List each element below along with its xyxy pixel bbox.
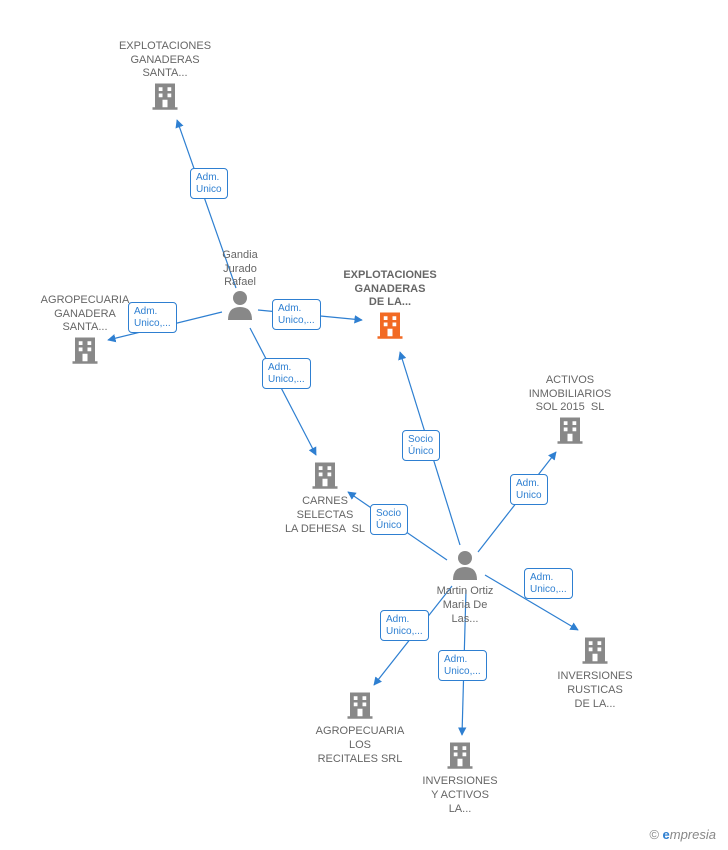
building-icon-wrap	[422, 740, 497, 775]
building-icon	[310, 460, 340, 490]
building-icon-wrap	[529, 415, 612, 450]
building-icon-wrap	[557, 635, 632, 670]
company-node[interactable]: INVERSIONES RUSTICAS DE LA...	[557, 635, 632, 711]
node-label: INVERSIONES RUSTICAS DE LA...	[557, 670, 632, 711]
building-icon	[555, 415, 585, 445]
building-icon	[580, 635, 610, 665]
company-node[interactable]: CARNES SELECTAS LA DEHESA SL	[285, 460, 365, 536]
edge-line	[400, 352, 460, 545]
building-icon	[445, 740, 475, 770]
watermark-initial: e	[663, 827, 670, 842]
company-node[interactable]: INVERSIONES Y ACTIVOS LA...	[422, 740, 497, 816]
watermark: © empresia	[649, 827, 716, 842]
building-icon	[375, 310, 405, 340]
building-icon-wrap	[316, 690, 405, 725]
node-label: EXPLOTACIONES GANADERAS SANTA...	[119, 40, 211, 81]
building-icon-wrap	[119, 81, 211, 116]
node-label: INVERSIONES Y ACTIVOS LA...	[422, 775, 497, 816]
edge-line	[478, 452, 556, 552]
edge-line	[485, 575, 578, 630]
company-node[interactable]: EXPLOTACIONES GANADERAS DE LA...	[343, 269, 436, 345]
building-icon	[70, 335, 100, 365]
company-node[interactable]: EXPLOTACIONES GANADERAS SANTA...	[119, 40, 211, 116]
building-icon-wrap	[285, 460, 365, 495]
building-icon-wrap	[343, 310, 436, 345]
company-node[interactable]: AGROPECUARIA LOS RECITALES SRL	[316, 690, 405, 766]
person-icon	[226, 290, 254, 320]
person-icon-wrap	[437, 550, 494, 585]
copyright-symbol: ©	[649, 827, 659, 842]
person-node[interactable]: Gandia Jurado Rafael	[222, 249, 257, 325]
watermark-brand: mpresia	[670, 827, 716, 842]
person-icon	[451, 550, 479, 580]
company-node[interactable]: ACTIVOS INMOBILIARIOS SOL 2015 SL	[529, 374, 612, 450]
edge-line	[250, 328, 316, 455]
node-label: AGROPECUARIA GANADERA SANTA...	[41, 294, 130, 335]
building-icon-wrap	[41, 335, 130, 370]
building-icon	[345, 690, 375, 720]
person-icon-wrap	[222, 290, 257, 325]
node-label: CARNES SELECTAS LA DEHESA SL	[285, 495, 365, 536]
node-label: Gandia Jurado Rafael	[222, 249, 257, 290]
building-icon	[150, 81, 180, 111]
node-label: AGROPECUARIA LOS RECITALES SRL	[316, 725, 405, 766]
node-label: ACTIVOS INMOBILIARIOS SOL 2015 SL	[529, 374, 612, 415]
person-node[interactable]: Martin Ortiz Maria De Las...	[437, 550, 494, 626]
node-label: EXPLOTACIONES GANADERAS DE LA...	[343, 269, 436, 310]
company-node[interactable]: AGROPECUARIA GANADERA SANTA...	[41, 294, 130, 370]
node-label: Martin Ortiz Maria De Las...	[437, 585, 494, 626]
